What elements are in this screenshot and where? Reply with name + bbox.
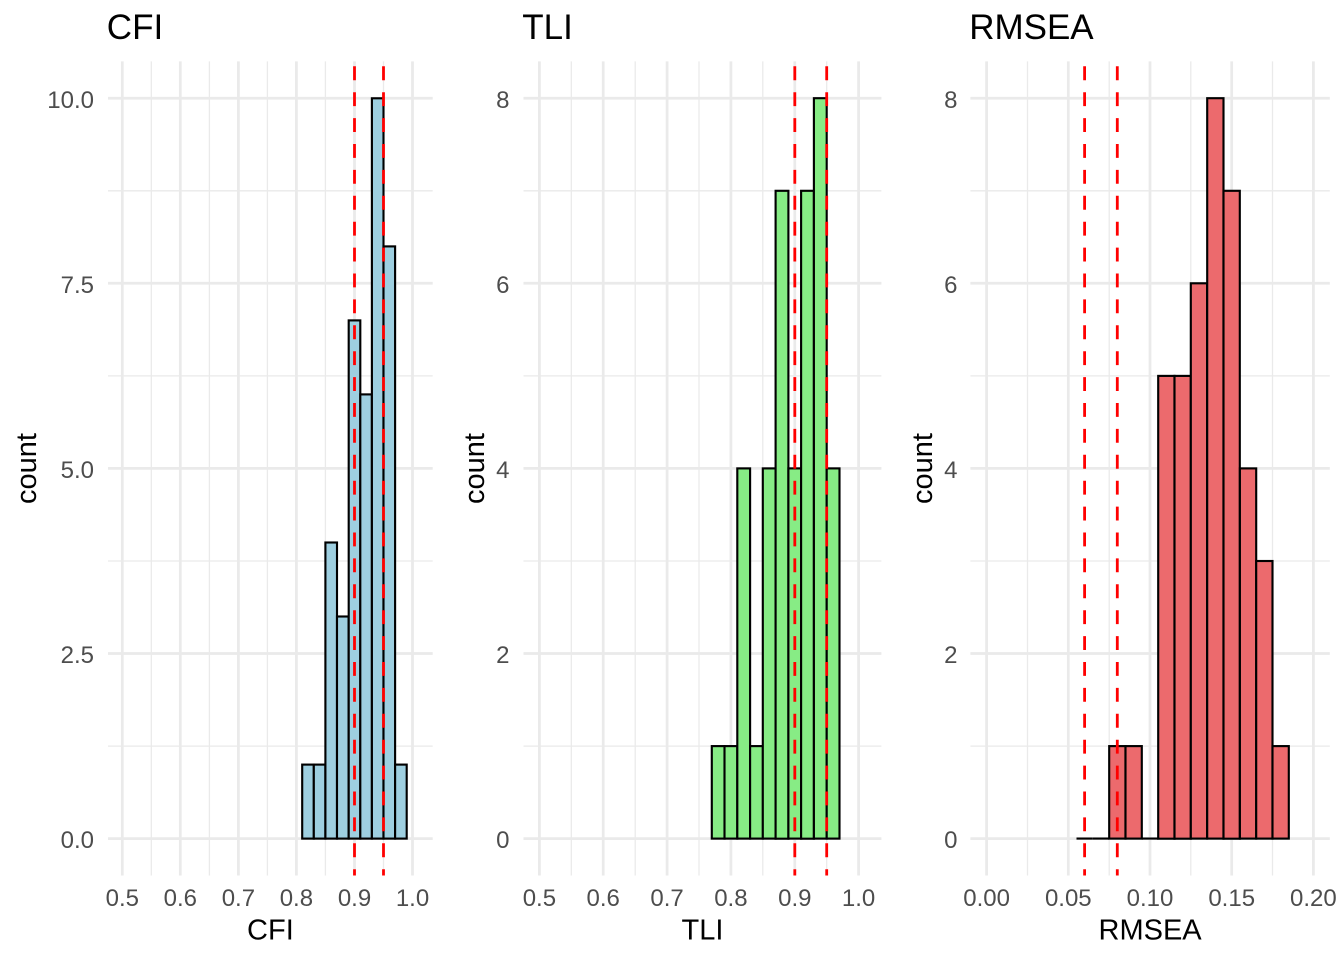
svg-text:4: 4 [944,457,957,484]
svg-text:0.05: 0.05 [1045,885,1092,912]
svg-text:2: 2 [944,642,957,669]
svg-text:0.9: 0.9 [338,885,371,912]
svg-text:0.7: 0.7 [650,885,683,912]
svg-text:0.15: 0.15 [1208,885,1255,912]
svg-text:0.20: 0.20 [1290,885,1337,912]
svg-text:6: 6 [944,272,957,299]
svg-text:10.0: 10.0 [47,87,94,114]
svg-text:RMSEA: RMSEA [969,8,1094,47]
svg-text:8: 8 [496,87,509,114]
svg-text:2: 2 [496,642,509,669]
svg-text:6: 6 [496,272,509,299]
svg-text:0.00: 0.00 [963,885,1010,912]
svg-text:1.0: 1.0 [396,885,429,912]
svg-text:2.5: 2.5 [61,642,94,669]
svg-text:0.6: 0.6 [164,885,197,912]
svg-text:0.0: 0.0 [61,827,94,854]
svg-text:0.9: 0.9 [778,885,811,912]
svg-text:0.7: 0.7 [222,885,255,912]
svg-text:RMSEA: RMSEA [1099,914,1203,946]
svg-text:count: count [459,433,491,504]
svg-text:0.8: 0.8 [714,885,747,912]
svg-text:CFI: CFI [107,8,163,47]
svg-text:1.0: 1.0 [842,885,875,912]
svg-text:TLI: TLI [682,914,724,946]
svg-text:0.5: 0.5 [523,885,556,912]
svg-text:4: 4 [496,457,509,484]
svg-text:count: count [11,433,43,504]
svg-text:0.5: 0.5 [106,885,139,912]
svg-text:0.10: 0.10 [1127,885,1174,912]
svg-text:count: count [907,433,939,504]
svg-text:8: 8 [944,87,957,114]
svg-text:CFI: CFI [247,914,294,946]
svg-text:0: 0 [496,827,509,854]
svg-text:TLI: TLI [522,8,573,47]
svg-text:0.8: 0.8 [280,885,313,912]
svg-text:5.0: 5.0 [61,457,94,484]
svg-text:7.5: 7.5 [61,272,94,299]
svg-text:0.6: 0.6 [587,885,620,912]
svg-text:0: 0 [944,827,957,854]
